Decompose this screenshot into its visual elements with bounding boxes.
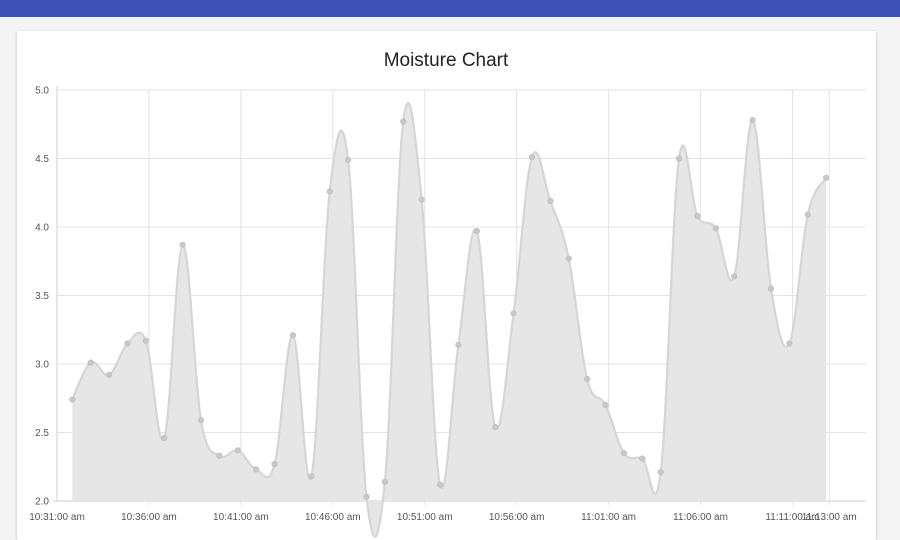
data-point (731, 273, 738, 280)
data-point (400, 118, 407, 125)
data-point (326, 188, 333, 195)
data-point (823, 174, 830, 181)
x-tick-label: 10:41:00 am (213, 512, 269, 523)
data-point (161, 434, 168, 442)
data-point (289, 332, 297, 339)
y-tick-label: 3.0 (35, 360, 49, 371)
data-point (197, 417, 205, 424)
series-area (72, 103, 827, 537)
data-point (253, 466, 260, 473)
data-point (565, 255, 572, 262)
y-tick-label: 4.5 (35, 154, 49, 165)
data-point (528, 154, 536, 161)
data-point (87, 359, 94, 366)
data-point (473, 228, 480, 235)
data-point (657, 469, 664, 476)
data-point (179, 241, 186, 248)
x-tick-label: 10:36:00 am (121, 512, 177, 523)
data-point (345, 156, 352, 163)
data-point (124, 340, 131, 347)
data-point (69, 396, 76, 403)
x-tick-label: 10:56:00 am (489, 512, 545, 523)
x-tick-label: 10:46:00 am (305, 512, 361, 523)
x-tick-label: 10:31:00 am (29, 512, 85, 523)
y-tick-label: 3.5 (35, 291, 49, 302)
data-point (216, 452, 223, 459)
data-point (105, 371, 113, 379)
data-point (363, 493, 370, 500)
data-point (381, 478, 388, 485)
x-tick-label: 10:51:00 am (397, 512, 453, 523)
data-point (639, 455, 646, 462)
data-point (547, 197, 554, 205)
x-tick-label: 11:13:00 am (802, 512, 857, 523)
y-tick-label: 2.5 (35, 428, 49, 439)
data-point (694, 212, 701, 220)
data-point (675, 155, 683, 162)
data-point (584, 375, 591, 383)
data-point (712, 225, 719, 232)
y-tick-label: 2.0 (35, 497, 49, 508)
data-point (436, 481, 444, 488)
data-point (271, 460, 278, 468)
data-point (142, 337, 149, 344)
x-tick-label: 11:11:00 am (765, 512, 819, 523)
x-tick-label: 11:01:00 am (581, 512, 636, 523)
data-point (455, 341, 462, 348)
data-point (492, 423, 499, 431)
data-point (308, 473, 315, 480)
y-tick-label: 5.0 (35, 86, 49, 97)
data-point (620, 449, 628, 457)
data-point (234, 447, 241, 454)
data-point (418, 196, 425, 203)
app-header-bar (0, 0, 900, 17)
data-point (786, 340, 793, 347)
data-point (602, 402, 609, 409)
data-point (749, 117, 756, 124)
data-point (510, 310, 517, 317)
x-tick-label: 11:06:00 am (673, 512, 728, 523)
y-tick-label: 4.0 (35, 223, 49, 234)
data-point (804, 211, 811, 218)
data-point (767, 285, 775, 292)
chart-title: Moisture Chart (383, 50, 509, 71)
